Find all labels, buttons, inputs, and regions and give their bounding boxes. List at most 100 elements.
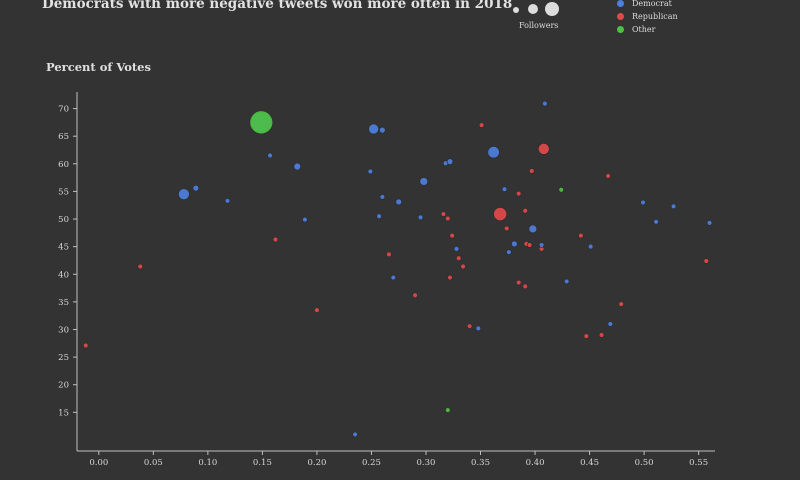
data-point-democrat <box>367 168 374 175</box>
data-point-republican <box>412 292 418 298</box>
data-point-republican <box>445 215 451 222</box>
data-point-republican <box>449 232 455 239</box>
y-tick-label: 35 <box>58 298 69 308</box>
size-legend-medium-circle <box>528 4 538 14</box>
data-point-democrat <box>563 278 570 285</box>
data-point-republican <box>460 263 466 270</box>
data-point-democrat <box>224 198 231 204</box>
x-tick-label: 0.30 <box>417 458 436 468</box>
legend-label-republican: Republican <box>632 12 678 21</box>
data-point-democrat <box>528 224 538 234</box>
y-tick-label: 50 <box>58 215 69 225</box>
legend-label-other: Other <box>632 25 656 34</box>
data-point-democrat <box>506 249 512 255</box>
data-point-republican <box>529 168 535 174</box>
data-point-democrat <box>607 321 614 327</box>
size-legend <box>513 2 559 16</box>
data-point-democrat <box>390 274 396 281</box>
data-point-republican <box>703 258 709 264</box>
data-point-republican <box>598 332 605 338</box>
data-point-republican <box>456 255 462 261</box>
size-legend-label: Followers <box>519 21 559 30</box>
x-tick-label: 0.10 <box>198 458 217 468</box>
data-point-democrat <box>446 158 454 165</box>
data-point-other <box>558 187 564 193</box>
x-tick-label: 0.20 <box>307 458 326 468</box>
x-tick-label: 0.40 <box>526 458 545 468</box>
data-point-democrat <box>192 184 200 192</box>
x-tick-label: 0.35 <box>471 458 490 468</box>
y-tick-label: 30 <box>58 325 69 335</box>
other-dot-icon <box>617 26 624 33</box>
data-point-republican <box>515 279 522 286</box>
data-point-democrat <box>475 325 482 332</box>
data-point-democrat <box>653 219 659 225</box>
data-point-republican <box>478 122 485 128</box>
data-point-republican <box>83 342 89 349</box>
data-point-democrat <box>706 220 713 226</box>
party-legend: Democrat Republican Other <box>617 0 678 36</box>
data-point-republican <box>447 274 453 281</box>
y-tick-label: 45 <box>58 243 69 253</box>
data-point-republican <box>493 207 508 221</box>
data-point-republican <box>578 232 584 239</box>
data-point-republican <box>526 242 533 248</box>
data-point-democrat <box>368 123 379 135</box>
size-legend-small-circle <box>513 7 519 13</box>
data-point-democrat <box>178 188 190 200</box>
data-point-republican <box>537 143 550 155</box>
y-tick-label: 25 <box>58 353 69 363</box>
y-axis-title: Percent of Votes <box>46 60 151 74</box>
legend-item-republican[interactable]: Republican <box>617 10 678 23</box>
data-point-democrat <box>417 214 424 221</box>
data-point-republican <box>440 211 447 217</box>
x-tick-label: 0.05 <box>144 458 163 468</box>
democrat-dot-icon <box>617 0 624 7</box>
chart-title: Democrats with more negative tweets won … <box>42 0 513 12</box>
data-point-democrat <box>267 152 273 159</box>
data-point-democrat <box>302 216 308 223</box>
x-tick-label: 0.25 <box>362 458 381 468</box>
x-tick-label: 0.45 <box>580 458 599 468</box>
y-tick-label: 60 <box>58 160 69 170</box>
data-point-republican <box>314 307 320 313</box>
data-point-democrat <box>419 177 429 186</box>
data-point-democrat <box>542 100 548 107</box>
data-point-other <box>445 407 451 413</box>
y-tick-label: 55 <box>58 187 69 197</box>
data-point-republican <box>605 173 611 179</box>
data-point-democrat <box>395 198 402 206</box>
data-point-democrat <box>487 146 500 159</box>
data-point-republican <box>522 283 528 290</box>
y-tick-label: 15 <box>58 408 69 418</box>
data-point-republican <box>618 301 624 307</box>
republican-dot-icon <box>617 13 624 20</box>
x-tick-label: 0.15 <box>253 458 272 468</box>
data-point-republican <box>515 190 522 197</box>
data-point-democrat <box>352 431 358 438</box>
legend-item-other[interactable]: Other <box>617 23 678 36</box>
y-tick-label: 70 <box>58 105 69 115</box>
size-legend-large-circle <box>545 2 559 16</box>
data-point-democrat <box>670 203 677 210</box>
data-point-democrat <box>538 242 545 248</box>
data-point-democrat <box>511 240 518 248</box>
x-tick-label: 0.00 <box>89 458 108 468</box>
data-point-democrat <box>293 162 302 171</box>
legend-label-democrat: Democrat <box>632 0 672 8</box>
data-point-democrat <box>640 199 646 206</box>
legend-item-democrat[interactable]: Democrat <box>617 0 678 10</box>
data-point-republican <box>583 333 590 339</box>
y-tick-label: 65 <box>58 132 69 142</box>
x-tick-label: 0.55 <box>689 458 708 468</box>
data-point-democrat <box>379 194 386 200</box>
x-tick-label: 0.50 <box>635 458 654 468</box>
data-point-democrat <box>501 186 508 192</box>
data-point-republican <box>137 263 143 270</box>
data-point-democrat <box>379 126 386 134</box>
data-point-democrat <box>453 246 460 252</box>
y-tick-label: 40 <box>58 270 69 280</box>
data-point-republican <box>272 236 279 243</box>
